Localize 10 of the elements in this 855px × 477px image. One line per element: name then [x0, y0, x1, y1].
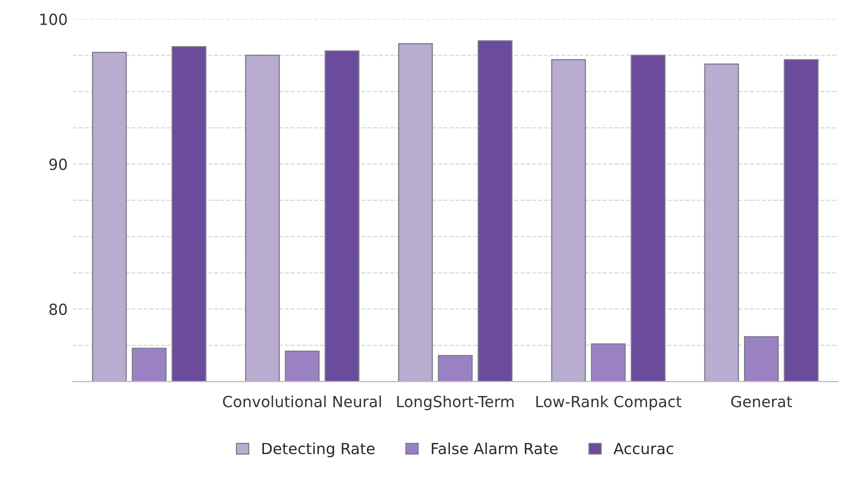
y-tick-label: 80 [49, 304, 67, 316]
legend-label: Accurac [614, 442, 674, 454]
x-tick-label: Generat [731, 396, 792, 408]
y-tick-label: 100 [40, 14, 67, 26]
legend-label: Detecting Rate [262, 442, 375, 458]
x-tick-label: Low-Rank Compact [536, 395, 682, 410]
legend-label: False Alarm Rate [432, 442, 558, 454]
x-tick-label: Convolutional Neural [223, 395, 381, 408]
y-tick-label: 90 [49, 158, 67, 170]
x-tick-label: LongShort-Term [397, 395, 514, 410]
